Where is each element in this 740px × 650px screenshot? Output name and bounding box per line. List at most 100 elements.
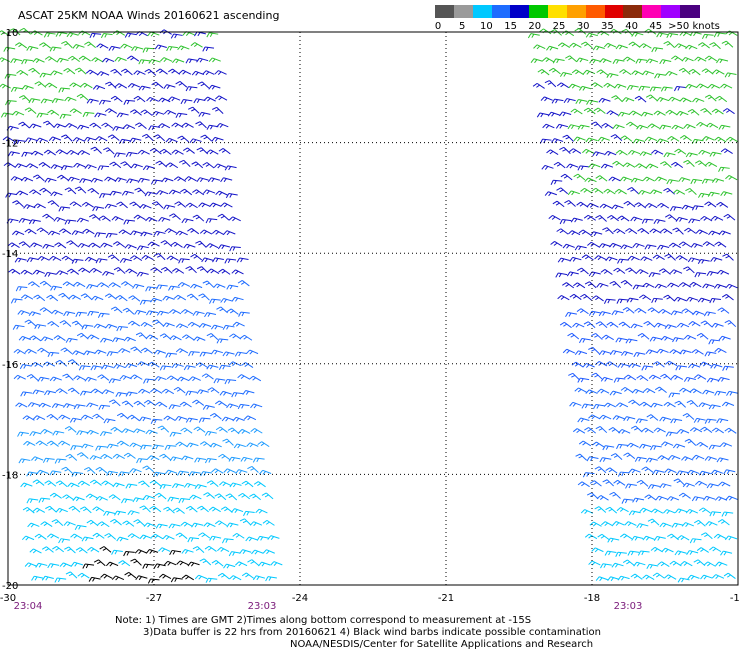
lon-tick-label: -27 — [146, 593, 162, 604]
wind-barb — [17, 310, 30, 315]
wind-barb — [89, 479, 102, 486]
wind-barb — [21, 535, 35, 541]
wind-barb — [159, 453, 172, 461]
scale-label: 40 — [625, 21, 638, 32]
wind-barb — [226, 308, 239, 315]
wind-barb — [623, 56, 636, 63]
wind-barb — [197, 81, 210, 89]
wind-barb — [101, 364, 114, 370]
wind-barb — [94, 232, 106, 238]
wind-barb — [685, 296, 699, 302]
wind-barb — [76, 452, 89, 459]
wind-barb — [113, 363, 126, 369]
wind-barb — [615, 44, 628, 50]
wind-barb — [589, 58, 602, 64]
wind-barb — [125, 268, 138, 275]
wind-barb — [209, 298, 221, 304]
wind-barb — [527, 33, 540, 39]
wind-barb — [43, 32, 56, 38]
wind-barb — [255, 508, 268, 514]
wind-barb — [124, 244, 137, 249]
wind-barb — [18, 458, 31, 464]
wind-barb — [6, 125, 19, 131]
wind-barb — [613, 479, 626, 486]
wind-barb — [573, 282, 586, 289]
wind-barb — [676, 110, 689, 116]
wind-barb — [114, 83, 128, 89]
wind-barb — [214, 520, 228, 527]
wind-barb — [714, 390, 727, 396]
wind-barb — [97, 374, 110, 381]
wind-barb — [42, 361, 56, 367]
wind-barb — [719, 442, 733, 448]
wind-barb — [606, 72, 619, 78]
wind-barb — [113, 152, 126, 158]
wind-barb — [168, 285, 180, 291]
wind-barb — [577, 165, 590, 171]
wind-barb — [32, 389, 45, 395]
wind-barb — [669, 206, 682, 212]
wind-barb — [71, 230, 84, 236]
wind-barb — [621, 351, 634, 356]
wind-barb — [175, 441, 188, 448]
wind-barb — [73, 281, 86, 288]
wind-barb — [685, 44, 698, 50]
wind-barb — [133, 95, 146, 103]
wind-barb — [666, 179, 679, 185]
wind-barb — [651, 297, 663, 304]
wind-barb — [659, 59, 672, 65]
wind-barb — [103, 418, 116, 424]
wind-barb — [94, 112, 107, 118]
wind-barb — [703, 311, 716, 317]
wind-barb — [155, 68, 168, 75]
wind-barb — [161, 177, 174, 183]
wind-barb — [542, 57, 555, 63]
wind-barb — [130, 230, 143, 236]
wind-barb — [50, 285, 63, 291]
wind-barb — [195, 121, 207, 129]
wind-barb — [604, 550, 617, 556]
wind-barb — [594, 255, 607, 261]
wind-barb — [204, 458, 217, 464]
wind-barb — [630, 216, 643, 222]
wind-barb — [142, 494, 155, 500]
wind-barb — [125, 151, 138, 158]
wind-barb — [674, 400, 687, 408]
wind-barb — [671, 124, 684, 130]
wind-barb — [24, 562, 37, 568]
wind-barb — [544, 191, 557, 197]
wind-barb — [634, 95, 647, 103]
wind-barb — [63, 521, 76, 527]
wind-barb — [15, 190, 29, 196]
wind-barb — [672, 443, 686, 449]
wind-barb — [16, 69, 29, 76]
wind-barb — [127, 510, 140, 516]
wind-barb — [725, 283, 738, 289]
wind-barb — [87, 546, 100, 553]
wind-barb — [72, 496, 85, 502]
wind-barb — [176, 560, 189, 566]
wind-barb — [119, 374, 132, 380]
wind-barb — [724, 72, 737, 78]
wind-barb — [650, 445, 662, 451]
wind-barb — [135, 332, 148, 340]
wind-barb — [54, 242, 67, 249]
wind-barb — [568, 372, 580, 381]
wind-barb — [669, 349, 682, 355]
wind-barb — [665, 431, 678, 437]
wind-barb — [594, 466, 607, 474]
wind-barb — [179, 401, 192, 408]
wind-barb — [26, 374, 39, 381]
wind-barb — [666, 32, 679, 38]
wind-barb — [61, 466, 73, 474]
wind-barb — [161, 388, 174, 395]
wind-barb — [709, 298, 721, 304]
wind-barb — [89, 32, 102, 39]
wind-barb — [649, 86, 662, 92]
wind-barb — [175, 415, 188, 421]
wind-barb — [228, 216, 241, 222]
lat-lon-grid — [7, 31, 739, 586]
wind-barb — [577, 267, 589, 275]
wind-barb — [72, 137, 85, 142]
scale-swatch — [642, 5, 663, 18]
